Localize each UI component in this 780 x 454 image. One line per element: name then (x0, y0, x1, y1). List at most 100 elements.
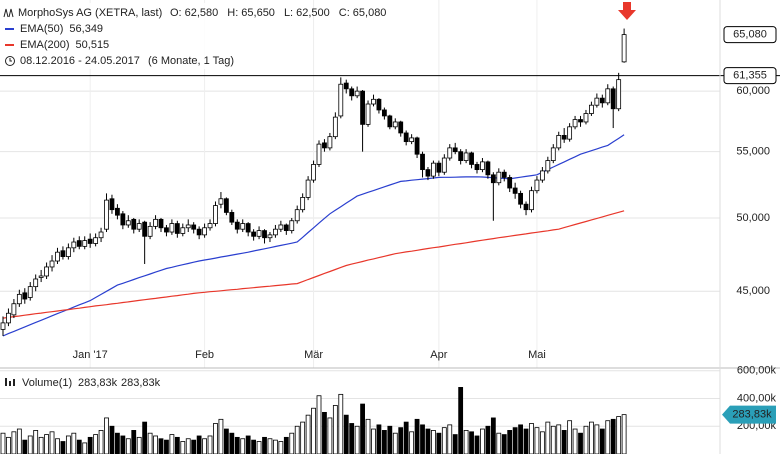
candle-body (147, 225, 153, 237)
volume-bar (196, 435, 202, 454)
volume-bar (556, 424, 562, 454)
candle-body (578, 119, 583, 123)
volume-bar (550, 425, 556, 454)
volume-bar (512, 427, 518, 454)
candle-body (60, 250, 66, 257)
volume-bar (256, 441, 262, 454)
candle-body (420, 153, 425, 171)
quote-label: L: (284, 7, 293, 19)
candle-body (229, 212, 235, 223)
candle-body (621, 34, 627, 63)
candle-body (104, 199, 109, 230)
volume-bar (332, 405, 338, 454)
candle-body (583, 113, 589, 123)
volume-bar (599, 428, 605, 454)
volume-bar (76, 439, 82, 454)
volume-bar (414, 418, 420, 454)
candle-body (567, 126, 573, 140)
candle-body (496, 171, 502, 184)
volume-bar (349, 423, 355, 454)
candle-body (447, 147, 453, 159)
quote-value: 65,080 (353, 7, 387, 19)
candle-body (202, 227, 207, 236)
volume-bar (115, 432, 120, 454)
candle-body (185, 224, 191, 229)
volume-bar (616, 416, 622, 454)
volume-bar (561, 430, 567, 454)
candle-body (0, 322, 6, 330)
legend-label: EMA(50) (20, 23, 63, 35)
candle-body (316, 143, 322, 165)
candle-body (398, 121, 404, 134)
volume-bar (300, 421, 306, 454)
volume-bar (98, 430, 104, 454)
x-tick-label: Jan '17 (73, 349, 108, 361)
volume-bar (104, 417, 109, 454)
quote-label: O: (170, 7, 182, 19)
candle-body (371, 98, 376, 105)
volume-bar (169, 434, 175, 454)
candle-body (294, 209, 300, 222)
y-tick-label: 55,000 (736, 146, 770, 158)
y-tick-label: 600,00k (737, 365, 777, 377)
candle-body (174, 223, 180, 234)
volume-bar (55, 438, 60, 454)
volume-bar (469, 431, 474, 454)
volume-bar (452, 434, 458, 454)
candle-body (463, 152, 469, 161)
volume-bar (572, 428, 578, 454)
legend-label: EMA(200) (20, 39, 70, 51)
candle-body (354, 90, 360, 97)
volume-bar (87, 436, 93, 454)
ema-line (2, 210, 625, 319)
volume-bar (251, 439, 257, 454)
volume-bar (523, 428, 529, 454)
grid (0, 0, 720, 427)
candle-body (556, 135, 562, 149)
candle-body (550, 147, 556, 161)
volume-value: 283,83k (78, 377, 118, 389)
candle-body (251, 231, 257, 237)
volume-bar (147, 432, 153, 454)
y-tick-label: 50,000 (736, 212, 770, 224)
volume-bar (234, 436, 240, 454)
candle-body (11, 303, 17, 316)
legend-value: 50,515 (76, 39, 110, 51)
volume-bar (610, 418, 616, 454)
volume-bar (518, 424, 523, 454)
candle-body (534, 179, 540, 192)
price-tag (723, 26, 777, 44)
volume-bar (305, 414, 311, 454)
candle-body (131, 218, 137, 230)
candle-body (539, 170, 545, 181)
candle-body (300, 197, 306, 211)
candle-body (501, 171, 507, 178)
candle-body (589, 104, 594, 114)
candle-body (480, 161, 485, 171)
candle-body (22, 292, 28, 300)
volume-title: Volume(1) (22, 377, 72, 389)
candle-body (381, 109, 387, 117)
candle-body (414, 137, 420, 155)
date-range: 08.12.2016 - 24.05.2017 (20, 55, 140, 67)
candle-body (164, 227, 169, 233)
candle-body (93, 237, 99, 244)
candle-body (452, 147, 458, 153)
chart-title: MorphoSys AG (XETRA, last) (18, 7, 162, 19)
candle-body (109, 198, 115, 211)
volume-bar (218, 418, 224, 454)
candle-body (158, 218, 164, 229)
quote: O: 62,580 H: 65,650 L: 62,500 C: 65,080 (170, 7, 386, 19)
volume-bar (311, 407, 316, 454)
candle-body (572, 119, 578, 128)
quote-value: 62,500 (296, 7, 330, 19)
candle-body (605, 88, 611, 104)
volume-bar (436, 432, 442, 454)
volume-bar (33, 430, 39, 454)
volume-bar (425, 428, 431, 454)
volume-bar (534, 427, 540, 454)
volume-bar (16, 428, 22, 454)
volume-bar (93, 434, 99, 454)
header: MorphoSys AG (XETRA, last) O: 62,580 H: 65,… (0, 3, 386, 69)
volume-bar (185, 438, 191, 454)
